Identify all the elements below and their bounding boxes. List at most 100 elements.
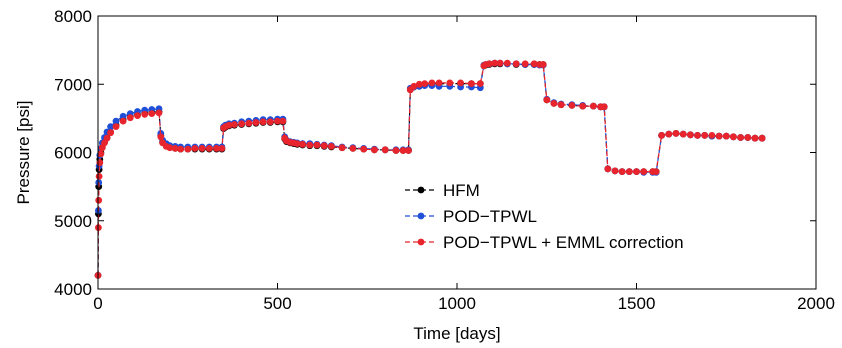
data-point bbox=[446, 79, 454, 87]
data-point bbox=[737, 134, 744, 141]
legend-marker-pod-tpwl-emml bbox=[417, 238, 425, 246]
data-point bbox=[119, 117, 127, 125]
data-point bbox=[274, 117, 281, 125]
data-point bbox=[157, 133, 165, 141]
data-point bbox=[579, 102, 587, 110]
data-point bbox=[205, 145, 213, 152]
data-point bbox=[701, 132, 709, 139]
data-point bbox=[485, 60, 493, 68]
data-point bbox=[103, 134, 111, 142]
data-point bbox=[148, 110, 156, 117]
legend-marker-hfm bbox=[417, 186, 425, 194]
data-point bbox=[590, 102, 597, 110]
data-point bbox=[658, 132, 665, 139]
x-axis-title: Time [days] bbox=[413, 324, 500, 343]
legend-label-pod-tpwl: POD−TPWL bbox=[443, 207, 537, 226]
data-point bbox=[604, 165, 612, 173]
series-2 bbox=[94, 59, 766, 279]
data-point bbox=[349, 145, 357, 152]
data-point bbox=[177, 145, 185, 153]
series-layer bbox=[94, 59, 766, 279]
series-line bbox=[97, 62, 763, 276]
data-point bbox=[112, 123, 120, 130]
data-point bbox=[293, 140, 301, 148]
data-point bbox=[259, 118, 267, 126]
data-point bbox=[539, 61, 547, 68]
data-point bbox=[633, 168, 640, 176]
data-point bbox=[279, 117, 287, 125]
x-tick-label: 1000 bbox=[438, 294, 476, 313]
data-point bbox=[687, 131, 694, 139]
data-point bbox=[672, 130, 680, 137]
y-tick-label: 7000 bbox=[54, 75, 92, 94]
data-point bbox=[166, 144, 174, 152]
data-point bbox=[328, 143, 335, 150]
data-point bbox=[306, 141, 314, 149]
data-point bbox=[751, 134, 759, 142]
data-point bbox=[112, 117, 120, 125]
x-tick-label: 0 bbox=[93, 294, 102, 313]
data-point bbox=[435, 79, 443, 87]
data-point bbox=[107, 123, 114, 130]
data-point bbox=[360, 145, 368, 153]
data-point bbox=[550, 100, 558, 107]
data-point bbox=[722, 132, 730, 140]
plot-frame bbox=[97, 15, 817, 290]
data-point bbox=[611, 167, 619, 175]
data-point bbox=[708, 132, 716, 139]
y-tick-label: 5000 bbox=[54, 212, 92, 231]
data-point bbox=[476, 80, 484, 87]
data-point bbox=[97, 150, 105, 158]
data-point bbox=[491, 59, 499, 67]
x-tick-label: 1500 bbox=[618, 294, 656, 313]
data-point bbox=[568, 102, 576, 109]
data-point bbox=[155, 109, 163, 117]
data-point bbox=[744, 134, 752, 141]
data-point bbox=[320, 142, 328, 150]
legend: HFM POD−TPWL POD−TPWL + EMML correction bbox=[405, 181, 684, 252]
data-point bbox=[512, 60, 520, 68]
data-point bbox=[503, 59, 511, 67]
data-point bbox=[600, 103, 608, 111]
data-point bbox=[371, 146, 378, 154]
data-point bbox=[530, 60, 538, 68]
x-tick-label: 500 bbox=[263, 294, 291, 313]
data-point bbox=[198, 145, 206, 152]
data-point bbox=[231, 121, 238, 128]
legend-entry-hfm: HFM bbox=[405, 181, 480, 200]
data-point bbox=[252, 119, 260, 126]
x-tick-labels: 0 500 1000 1500 2000 bbox=[93, 294, 835, 313]
data-point bbox=[299, 140, 306, 148]
y-tick-label: 8000 bbox=[54, 7, 92, 26]
data-point bbox=[171, 145, 179, 152]
data-point bbox=[640, 168, 648, 176]
y-tick-labels: 4000 5000 6000 7000 8000 bbox=[54, 7, 92, 299]
data-point bbox=[141, 110, 149, 118]
legend-entry-pod-tpwl-emml: POD−TPWL + EMML correction bbox=[405, 233, 684, 252]
y-tick-label: 4000 bbox=[54, 280, 92, 299]
data-point bbox=[557, 101, 565, 109]
data-point bbox=[496, 59, 504, 67]
data-point bbox=[381, 146, 389, 154]
data-point bbox=[399, 147, 407, 154]
data-point bbox=[238, 120, 246, 128]
data-point bbox=[266, 118, 274, 126]
data-point bbox=[457, 79, 464, 87]
data-point bbox=[625, 168, 633, 176]
legend-entry-pod-tpwl: POD−TPWL bbox=[405, 207, 537, 226]
data-point bbox=[421, 80, 429, 87]
x-tick-label: 2000 bbox=[797, 294, 835, 313]
legend-marker-pod-tpwl bbox=[417, 212, 425, 220]
data-point bbox=[679, 130, 687, 138]
data-point bbox=[191, 145, 199, 152]
data-point bbox=[428, 79, 436, 87]
data-point bbox=[338, 144, 346, 152]
data-point bbox=[652, 168, 660, 176]
data-point bbox=[521, 60, 529, 68]
legend-label-pod-tpwl-emml: POD−TPWL + EMML correction bbox=[443, 233, 684, 252]
data-point bbox=[694, 132, 701, 139]
data-point bbox=[96, 159, 104, 167]
data-point bbox=[410, 82, 418, 90]
data-point bbox=[543, 96, 551, 104]
